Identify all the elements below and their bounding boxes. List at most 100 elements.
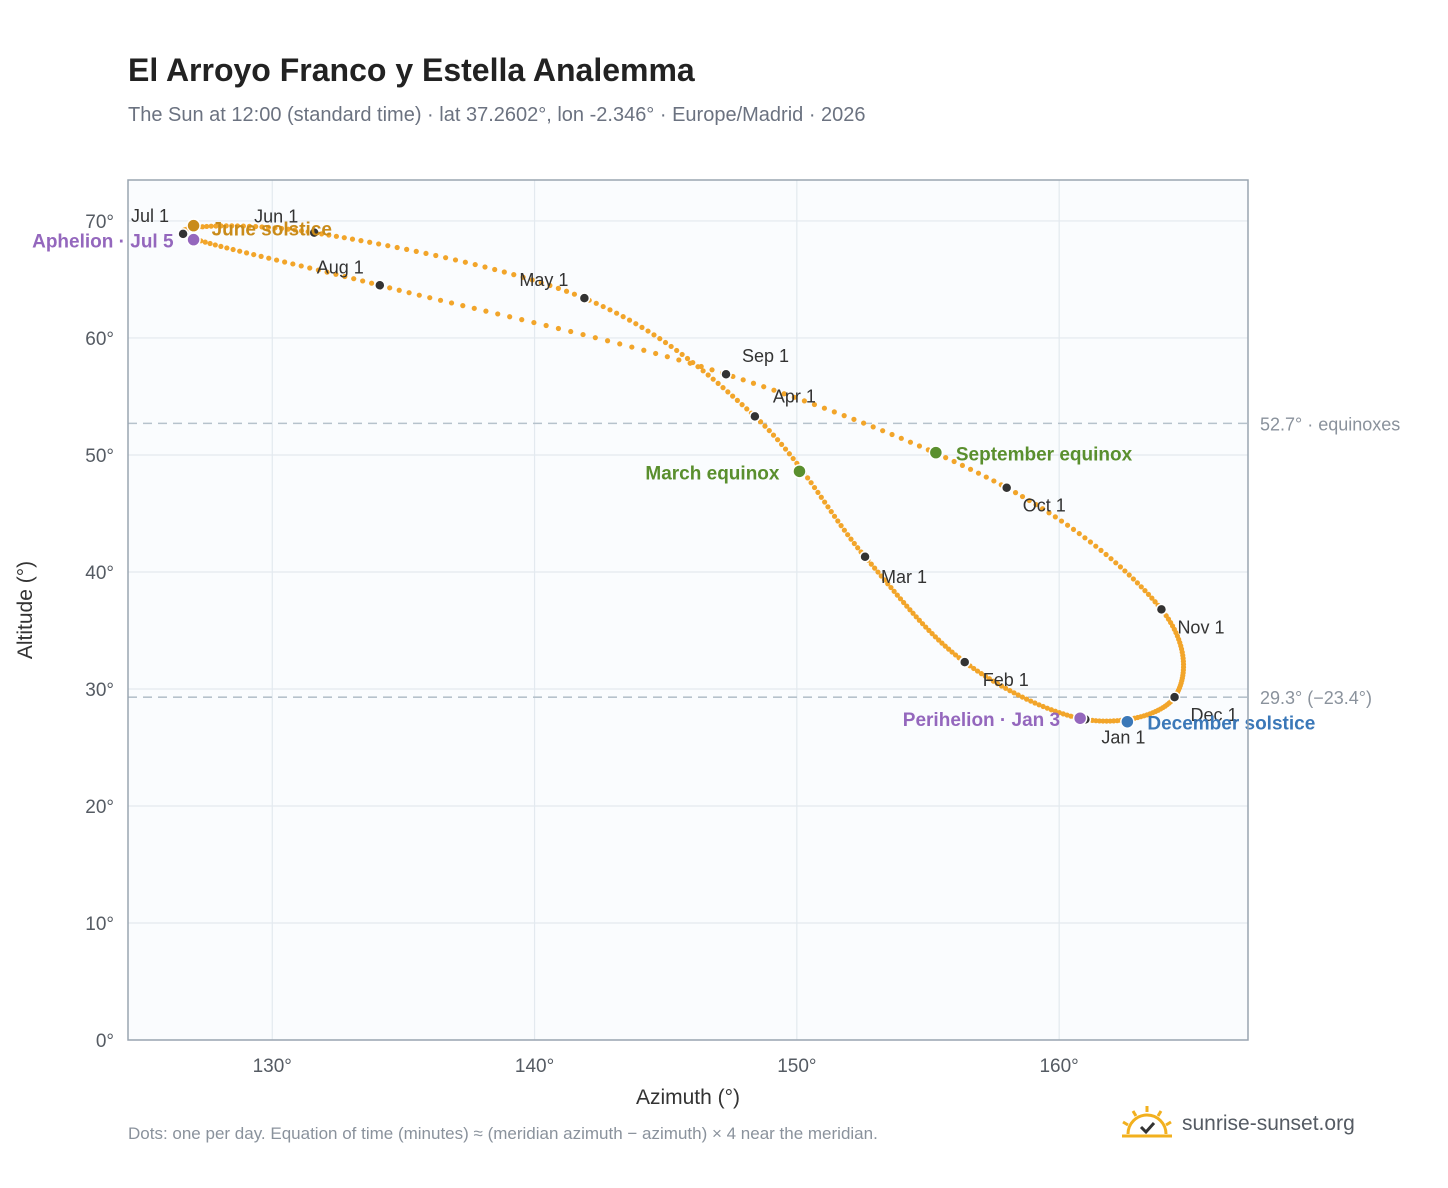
- daily-dot: [761, 384, 767, 390]
- daily-dot: [645, 328, 651, 334]
- month-label: Jul 1: [131, 206, 169, 226]
- daily-dot: [828, 509, 834, 515]
- x-tick-label: 160°: [1039, 1056, 1078, 1077]
- daily-dot: [224, 245, 230, 251]
- daily-dot: [744, 406, 750, 412]
- daily-dot: [483, 308, 489, 314]
- daily-dot: [835, 518, 841, 524]
- daily-dot: [208, 223, 214, 229]
- daily-dot: [750, 380, 757, 386]
- plot-frame: [127, 179, 1249, 1041]
- y-tick-label: 70°: [85, 212, 114, 233]
- daily-dot: [971, 665, 977, 672]
- daily-dot: [290, 261, 296, 267]
- daily-dot: [720, 385, 726, 391]
- daily-dot: [851, 416, 857, 422]
- daily-dot: [782, 446, 789, 452]
- daily-dot: [230, 246, 236, 253]
- daily-dot: [394, 244, 400, 251]
- daily-dot: [547, 282, 553, 289]
- month-label: Jun 1: [254, 207, 298, 227]
- daily-dot: [781, 391, 787, 397]
- month-marker: [1168, 691, 1181, 703]
- daily-dot: [396, 287, 402, 293]
- daily-dot: [1040, 703, 1046, 710]
- daily-dot: [668, 343, 674, 350]
- daily-dot: [341, 235, 347, 241]
- axes: 0° 10° 20° 30° 40° 50° 60° 70° 130° 140° 150° 160°: [85, 212, 1079, 1077]
- daily-dot: [1130, 576, 1136, 582]
- daily-dot: [949, 649, 955, 655]
- daily-dot: [801, 398, 807, 404]
- month-label: Apr 1: [773, 386, 816, 406]
- daily-dot: [555, 285, 561, 291]
- daily-dot: [791, 394, 797, 400]
- daily-dot: [952, 652, 959, 658]
- daily-dot: [568, 328, 574, 335]
- daily-dot: [986, 676, 992, 682]
- daily-dot: [278, 225, 285, 232]
- daily-dot: [913, 614, 919, 620]
- daily-dot: [894, 592, 900, 598]
- daily-dot: [614, 310, 620, 316]
- brand-name: sunrise-sunset.org: [1182, 1112, 1355, 1135]
- daily-dot: [1032, 700, 1038, 706]
- daily-dot: [684, 355, 691, 362]
- daily-dot: [315, 267, 321, 273]
- month-label: Jan 1: [1101, 727, 1145, 747]
- daily-dot: [482, 264, 488, 270]
- daily-dot: [932, 634, 938, 640]
- daily-dot: [520, 274, 526, 280]
- daily-dot: [204, 223, 210, 230]
- month-label: Sep 1: [742, 346, 789, 366]
- daily-dot: [730, 393, 736, 399]
- month-marker: [578, 292, 591, 304]
- month-marker: [1000, 481, 1013, 494]
- daily-dot: [808, 480, 814, 486]
- daily-dot: [433, 252, 439, 259]
- daily-dot: [881, 577, 888, 583]
- daily-dot: [1026, 497, 1032, 504]
- daily-dot: [762, 423, 768, 429]
- daily-dot: [229, 223, 235, 229]
- daily-dot: [641, 347, 647, 353]
- daily-dot: [897, 596, 904, 602]
- special-point: [928, 445, 944, 460]
- daily-dot: [324, 269, 330, 275]
- daily-dot: [983, 474, 989, 480]
- daily-dot: [891, 588, 897, 594]
- daily-dot: [387, 285, 393, 291]
- special-points: June solstice Aphelion · Jul 5 March equin…: [32, 218, 1315, 735]
- daily-dot: [333, 233, 339, 239]
- month-label: Dec 1: [1191, 705, 1238, 725]
- daily-dot: [910, 610, 916, 616]
- monthly-markers: Jan 1 Feb 1 Mar 1 Apr 1 May 1 Jun 1 Jul 1 Aug 1…: [131, 206, 1238, 748]
- daily-dot: [555, 325, 562, 332]
- daily-dot: [571, 291, 578, 297]
- daily-dot: [1023, 696, 1030, 702]
- daily-dot: [942, 643, 948, 649]
- daily-dot: [875, 569, 881, 575]
- daily-dot: [1134, 580, 1141, 586]
- daily-dot: [1012, 490, 1019, 496]
- month-label: Mar 1: [881, 567, 927, 587]
- daily-dot: [427, 295, 433, 301]
- daily-dot: [629, 344, 635, 350]
- daily-dot: [734, 397, 740, 403]
- special-point: [186, 232, 201, 247]
- daily-dot: [1007, 688, 1013, 694]
- daily-dot: [991, 478, 997, 484]
- month-marker: [177, 228, 189, 240]
- daily-dot: [639, 324, 645, 330]
- brand[interactable]: sunrise-sunset.org: [1120, 1102, 1355, 1146]
- x-tick-label: 130°: [253, 1056, 292, 1077]
- daily-dot: [1003, 685, 1009, 691]
- daily-dot: [939, 640, 945, 646]
- daily-dot: [369, 280, 375, 286]
- daily-dot: [495, 311, 501, 317]
- daily-dot: [580, 331, 586, 338]
- daily-dot: [1149, 595, 1155, 601]
- daily-dot: [901, 599, 907, 606]
- daily-dot: [790, 455, 796, 462]
- daily-dot: [240, 223, 246, 229]
